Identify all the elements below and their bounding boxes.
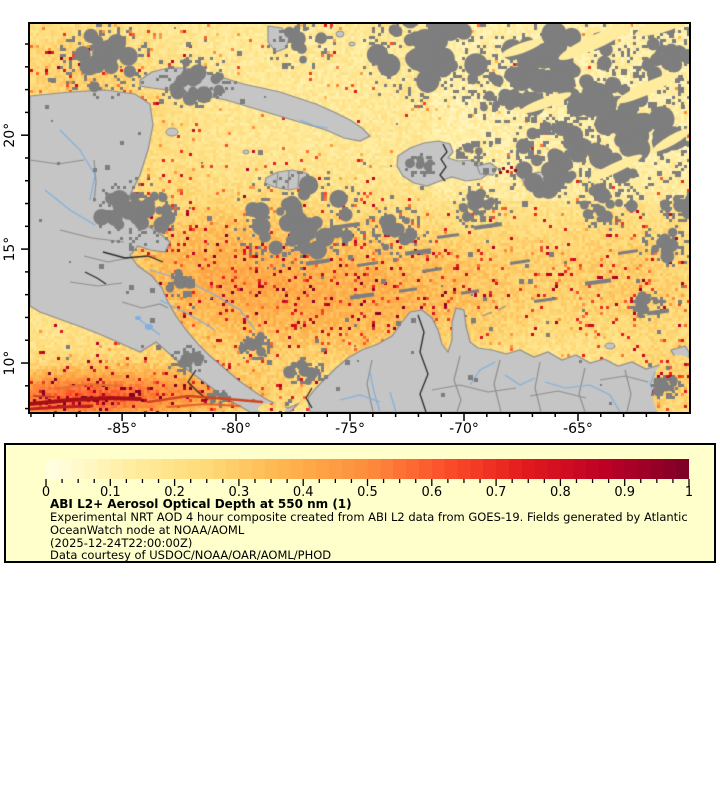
colorbar-ticks	[45, 479, 690, 486]
x-tick-label: -65°	[563, 421, 593, 437]
legend-line-4: Data courtesy of USDOC/NOAA/OAR/AOML/PHO…	[50, 548, 332, 563]
colorbar-tick-label: 0	[41, 485, 51, 500]
map-axes: -85° -80° -75° -70° -65° 20° 15° 10°	[2, 22, 691, 437]
colorbar-tick-label: 0.8	[550, 485, 571, 500]
y-tick-label: 20°	[2, 123, 18, 148]
legend-text-block: ABI L2+ Aerosol Optical Depth at 550 nm …	[50, 497, 706, 562]
colorbar-tick-label: 0.5	[357, 485, 378, 500]
colorbar-tick-label: 0.1	[99, 485, 121, 500]
colorbar-tick-label: 0.9	[614, 485, 636, 500]
y-tick-label: 10°	[2, 351, 18, 376]
colorbar-tick-label: 0.6	[421, 485, 443, 500]
x-tick-label: -70°	[449, 421, 479, 437]
map-frame	[28, 22, 691, 414]
x-tick-label: -75°	[335, 421, 365, 437]
legend-line-2: OceanWatch node at NOAA/AOML	[50, 522, 245, 537]
legend-line-1: Experimental NRT AOD 4 hour composite cr…	[50, 510, 688, 524]
y-tick-label: 15°	[2, 237, 18, 262]
colorbar-tick-label: 0.4	[292, 485, 314, 500]
legend-panel: 0 0.1 0.2 0.3 0.4 0.5 0.6 0.7 0.8 0.9 1 ABI L2+ Ae…	[4, 443, 716, 563]
x-tick-label: -80°	[221, 421, 251, 437]
colorbar-tick-label: 0.3	[228, 485, 250, 500]
legend-line-3: (2025-12-24T22:00:00Z)	[50, 535, 193, 550]
aod-map-raster	[30, 24, 689, 412]
legend-title: ABI L2+ Aerosol Optical Depth at 550 nm …	[50, 497, 352, 511]
colorbar-tick-label: 1	[684, 485, 694, 500]
x-tick-label: -85°	[107, 421, 137, 437]
colorbar-tick-label: 0.7	[485, 485, 507, 500]
colorbar-gradient	[46, 459, 689, 479]
colorbar-tick-label: 0.2	[164, 485, 185, 500]
